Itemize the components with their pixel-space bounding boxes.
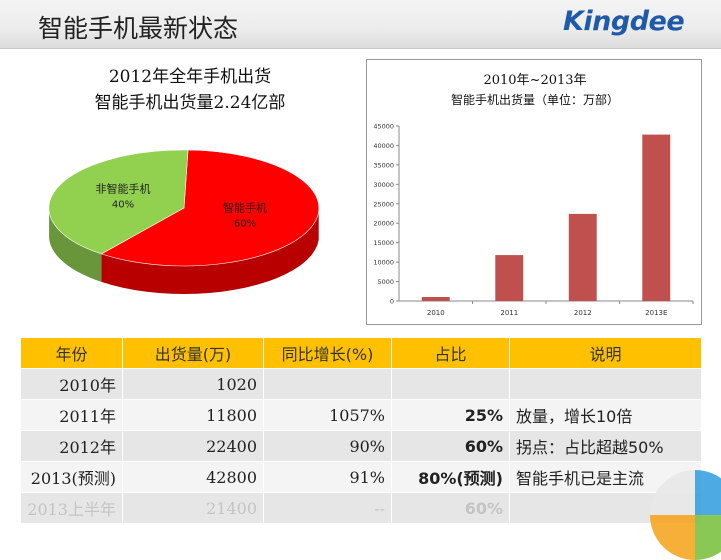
pie-title-line2: 智能手机出货量2.24亿部: [94, 93, 286, 113]
x-tick-label-2012: 2012: [574, 309, 592, 317]
table-header-row: 年份 出货量(万) 同比增长(%) 占比 说明: [20, 337, 702, 369]
header-bar: 智能手机最新状态 Kingdee: [0, 0, 721, 49]
shipment-table: 年份 出货量(万) 同比增长(%) 占比 说明 2010年 1020 2011年…: [20, 337, 702, 524]
pie-side-1: [49, 209, 102, 282]
table-cell: 2012年: [20, 430, 123, 462]
table-cell: [263, 368, 392, 400]
table-cell: [509, 368, 702, 400]
table-cell: 2013上半年: [20, 492, 123, 524]
table-header-volume: 出货量(万): [122, 337, 264, 369]
table-header-share: 占比: [391, 337, 510, 369]
pie-side-0: [101, 211, 319, 294]
y-tick-label-8: 40000: [373, 142, 394, 150]
table-header-growth: 同比增长(%): [263, 337, 392, 369]
table-cell: 21400: [122, 492, 264, 524]
table-header-year: 年份: [20, 337, 123, 369]
y-tick-label-0: 0: [390, 298, 394, 306]
table-cell: 80%(预测): [391, 461, 510, 493]
table-cell: 放量，增长10倍: [509, 399, 702, 431]
bar-title-line2: 智能手机出货量（单位：万部）: [451, 92, 619, 107]
table-row: 2013(预测) 42800 91% 80%(预测) 智能手机已是主流: [20, 461, 702, 493]
table-cell: 2013(预测): [20, 461, 123, 493]
pie-slice-0: [100, 149, 320, 267]
table-cell: 2011年: [20, 399, 123, 431]
table-cell: 11800: [122, 399, 264, 431]
table-cell: 1020: [122, 368, 264, 400]
table-cell: 2010年: [20, 368, 123, 400]
table-cell: 拐点：占比超越50%: [509, 430, 702, 462]
y-tick-label-6: 30000: [373, 181, 394, 189]
pie-category-label-1: 非智能手机: [96, 182, 151, 196]
table-cell: 1057%: [263, 399, 392, 431]
bar-2012: [568, 213, 597, 301]
bar-title-line1: 2010年~2013年: [483, 73, 586, 88]
y-tick-label-7: 35000: [373, 161, 394, 169]
y-tick-label-1: 5000: [377, 278, 394, 286]
table-cell: 90%: [263, 430, 392, 462]
x-tick-label-2010: 2010: [427, 309, 445, 317]
y-tick-label-9: 45000: [373, 123, 394, 131]
table-cell: 91%: [263, 461, 392, 493]
y-tick-label-5: 25000: [373, 200, 394, 208]
bar-2013E: [642, 134, 671, 301]
table-cell: [391, 368, 510, 400]
table-row: 2013上半年 21400 -- 60%: [20, 492, 702, 524]
pie-chart-svg: 智能手机 60% 非智能手机 40%: [48, 149, 320, 294]
x-tick-label-2011: 2011: [500, 309, 518, 317]
y-tick-label-4: 20000: [373, 220, 394, 228]
pie-percent-label-1: 40%: [112, 200, 134, 211]
bar-2011: [495, 255, 524, 301]
table-row: 2011年 11800 1057% 25% 放量，增长10倍: [20, 399, 702, 431]
table-cell: 60%: [391, 430, 510, 462]
pie-percent-label-0: 60%: [234, 218, 256, 229]
table-row: 2010年 1020: [20, 368, 702, 400]
bar-chart: 2010年~2013年智能手机出货量（单位：万部） 0 5000 10000 15000…: [366, 59, 702, 325]
table-cell: 60%: [391, 492, 510, 524]
pie-category-label-0: 智能手机: [223, 200, 267, 214]
table-cell: 42800: [122, 461, 264, 493]
table-header-note: 说明: [509, 337, 702, 369]
y-tick-label-2: 10000: [373, 259, 394, 267]
table-cell: 25%: [391, 399, 510, 431]
pie-title-line1: 2012年全年手机出货: [108, 67, 272, 87]
pie-slice-1: [48, 149, 189, 255]
bar-2010: [421, 297, 450, 301]
pie-chart-title: 2012年全年手机出货 智能手机出货量2.24亿部: [40, 64, 340, 116]
table-cell: 22400: [122, 430, 264, 462]
table-cell: --: [263, 492, 392, 524]
pie-chart: 智能手机 60% 非智能手机 40%: [40, 140, 340, 310]
x-tick-label-2013E: 2013E: [645, 309, 667, 317]
y-tick-label-3: 15000: [373, 239, 394, 247]
table-row: 2012年 22400 90% 60% 拐点：占比超越50%: [20, 430, 702, 462]
kingdee-logo: Kingdee: [563, 6, 685, 37]
page-title: 智能手机最新状态: [38, 14, 239, 43]
